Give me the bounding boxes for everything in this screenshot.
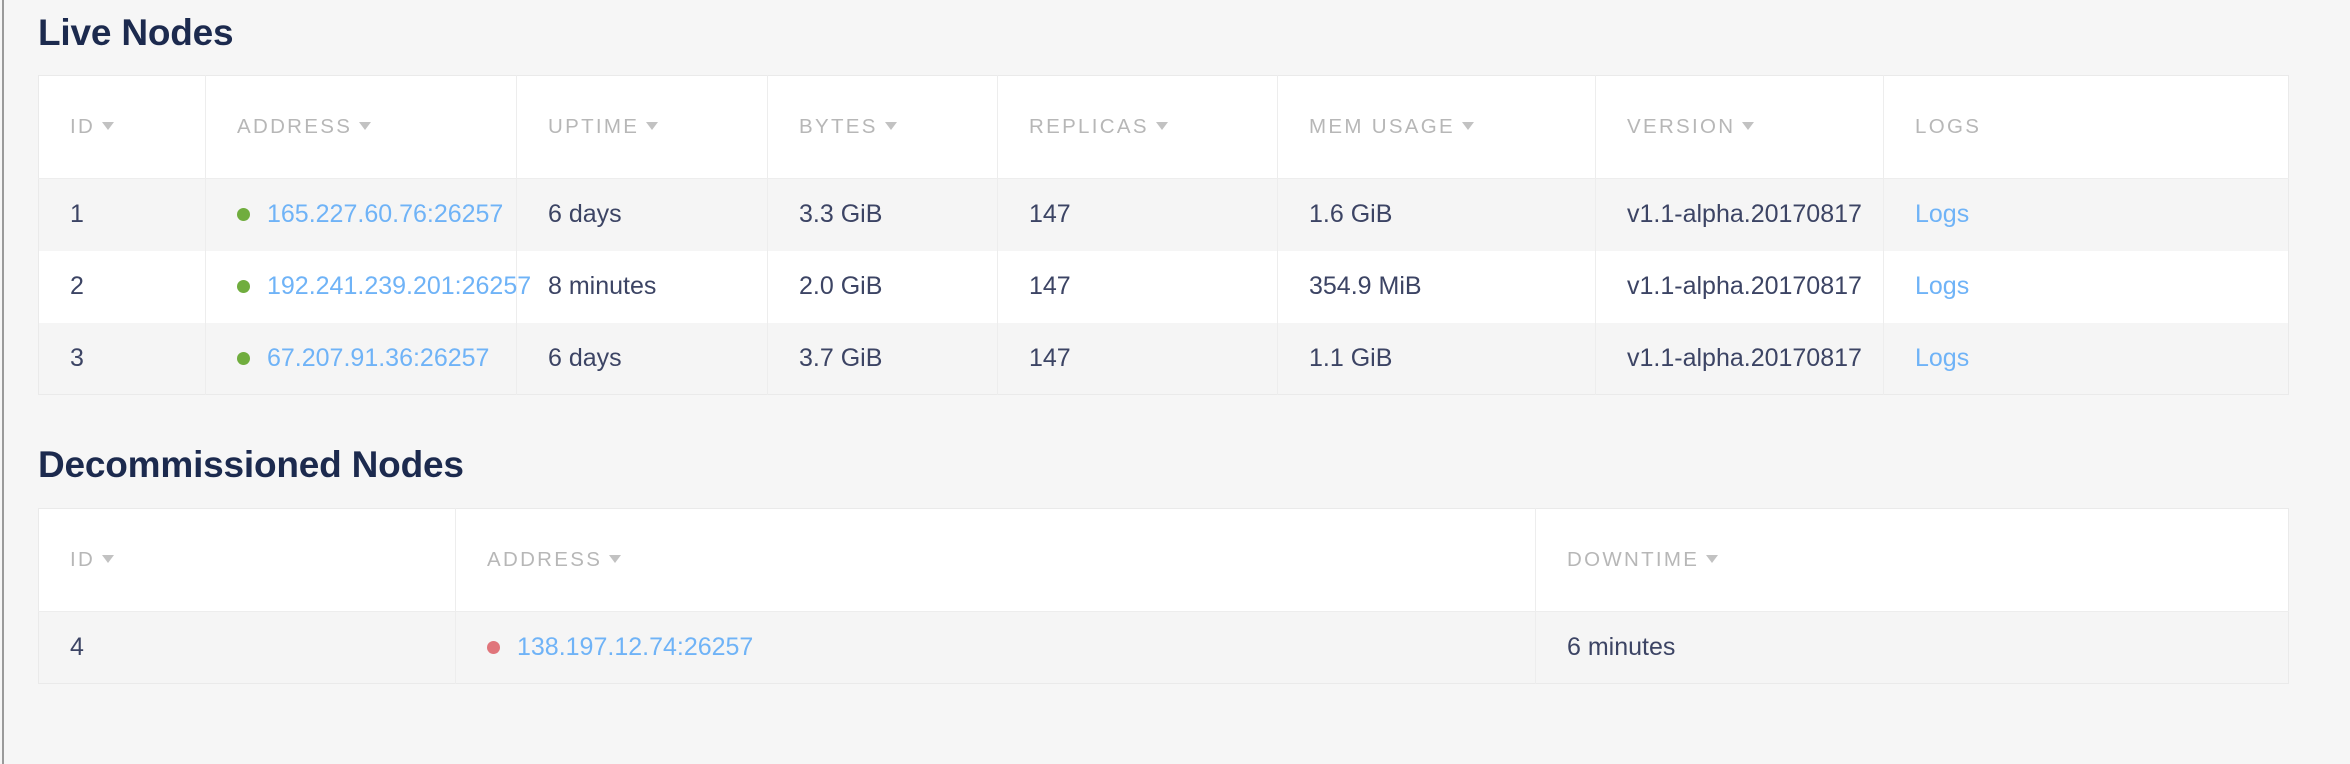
column-header-mem-usage[interactable]: MEM USAGE	[1277, 75, 1596, 179]
table-row: 2 192.241.239.201:26257 8 minutes 2.0 Gi…	[38, 250, 2289, 323]
sort-caret-down-icon[interactable]	[884, 121, 897, 130]
decommissioned-nodes-heading: Decommissioned Nodes	[38, 444, 464, 485]
cell-bytes: 3.7 GiB	[767, 322, 998, 395]
column-header-id[interactable]: ID	[38, 75, 206, 179]
status-dot-dead-icon	[487, 641, 500, 654]
cell-mem-usage: 1.6 GiB	[1277, 178, 1596, 251]
column-header-address-label: ADDRESS	[237, 115, 353, 138]
cell-mem-usage: 1.1 GiB	[1277, 322, 1596, 395]
logs-link[interactable]: Logs	[1915, 343, 1970, 372]
column-header-address-label: ADDRESS	[487, 548, 603, 571]
column-header-replicas-label: REPLICAS	[1029, 115, 1149, 138]
cell-version: v1.1-alpha.20170817	[1595, 250, 1884, 323]
sort-caret-down-icon[interactable]	[1706, 554, 1719, 563]
cell-uptime: 6 days	[516, 322, 768, 395]
column-header-mem-usage-label: MEM USAGE	[1309, 115, 1455, 138]
column-header-logs-label: LOGS	[1915, 115, 1982, 138]
table-row: 4 138.197.12.74:26257 6 minutes	[38, 611, 2289, 684]
table-header-row: ID ADDRESS DOWNTIME	[38, 508, 2289, 612]
cell-downtime: 6 minutes	[1535, 611, 2289, 684]
cell-logs: Logs	[1883, 250, 2289, 323]
column-header-bytes[interactable]: BYTES	[767, 75, 998, 179]
cell-id: 3	[38, 322, 206, 395]
node-address-link[interactable]: 67.207.91.36:26257	[267, 343, 490, 372]
column-header-uptime[interactable]: UPTIME	[516, 75, 768, 179]
cell-id: 1	[38, 178, 206, 251]
decommissioned-nodes-table: ID ADDRESS DOWNTIME 4 138.197.12.74:2625…	[38, 508, 2289, 684]
column-header-version[interactable]: VERSION	[1595, 75, 1884, 179]
status-dot-live-icon	[237, 208, 250, 222]
cell-mem-usage: 354.9 MiB	[1277, 250, 1596, 323]
table-header-row: ID ADDRESS UPTIME BYTES REPLICAS MEM USA…	[38, 75, 2289, 179]
spacer	[38, 51, 2288, 75]
node-address-link[interactable]: 192.241.239.201:26257	[267, 272, 532, 300]
cell-address: 192.241.239.201:26257	[205, 250, 531, 323]
sort-caret-down-icon[interactable]	[1462, 121, 1474, 130]
sort-caret-down-icon[interactable]	[102, 554, 115, 563]
sort-caret-down-icon[interactable]	[646, 121, 659, 130]
cell-logs: Logs	[1883, 322, 2289, 395]
spacer	[38, 483, 2288, 508]
column-header-downtime-label: DOWNTIME	[1567, 548, 1700, 571]
table-row: 3 67.207.91.36:26257 6 days 3.7 GiB 147 …	[38, 322, 2289, 395]
status-dot-live-icon	[237, 351, 250, 365]
spacer	[38, 395, 2288, 446]
page-content: Live Nodes ID ADDRESS UPTIME BYTES R	[38, 0, 2289, 684]
sort-caret-down-icon[interactable]	[102, 121, 115, 130]
column-header-address[interactable]: ADDRESS	[455, 508, 1536, 612]
column-header-replicas[interactable]: REPLICAS	[997, 75, 1278, 179]
table-row: 1 165.227.60.76:26257 6 days 3.3 GiB 147…	[38, 178, 2289, 251]
panel-left-border	[2, 0, 4, 764]
logs-link[interactable]: Logs	[1915, 200, 1970, 229]
status-dot-live-icon	[237, 280, 250, 293]
column-header-id-label: ID	[70, 115, 96, 138]
cell-replicas: 147	[997, 178, 1278, 251]
cell-bytes: 3.3 GiB	[767, 178, 998, 251]
cell-id: 4	[38, 611, 456, 684]
column-header-id[interactable]: ID	[38, 508, 456, 612]
cell-version: v1.1-alpha.20170817	[1595, 322, 1884, 395]
live-nodes-table: ID ADDRESS UPTIME BYTES REPLICAS MEM USA…	[38, 75, 2289, 395]
column-header-logs: LOGS	[1883, 75, 2289, 179]
column-header-uptime-label: UPTIME	[548, 115, 640, 138]
cell-uptime: 8 minutes	[516, 250, 768, 323]
column-header-id-label: ID	[70, 548, 96, 571]
column-header-address[interactable]: ADDRESS	[205, 75, 517, 179]
logs-link[interactable]: Logs	[1915, 272, 1970, 300]
column-header-bytes-label: BYTES	[799, 115, 878, 138]
cell-address: 165.227.60.76:26257	[205, 178, 517, 251]
column-header-version-label: VERSION	[1627, 115, 1736, 138]
live-nodes-heading: Live Nodes	[38, 12, 234, 53]
column-header-downtime[interactable]: DOWNTIME	[1535, 508, 2289, 612]
cell-uptime: 6 days	[516, 178, 768, 251]
sort-caret-down-icon[interactable]	[609, 554, 622, 563]
cell-id: 2	[38, 250, 206, 323]
cell-logs: Logs	[1883, 178, 2289, 251]
sort-caret-down-icon[interactable]	[359, 121, 372, 130]
cell-version: v1.1-alpha.20170817	[1595, 178, 1884, 251]
cell-address: 138.197.12.74:26257	[455, 611, 1536, 684]
sort-caret-down-icon[interactable]	[1155, 121, 1168, 130]
sort-caret-down-icon[interactable]	[1742, 121, 1755, 130]
node-address-link[interactable]: 138.197.12.74:26257	[517, 633, 754, 661]
node-address-link[interactable]: 165.227.60.76:26257	[267, 200, 504, 229]
cell-replicas: 147	[997, 250, 1278, 323]
cell-replicas: 147	[997, 322, 1278, 395]
cell-address: 67.207.91.36:26257	[205, 322, 517, 395]
cell-bytes: 2.0 GiB	[767, 250, 998, 323]
